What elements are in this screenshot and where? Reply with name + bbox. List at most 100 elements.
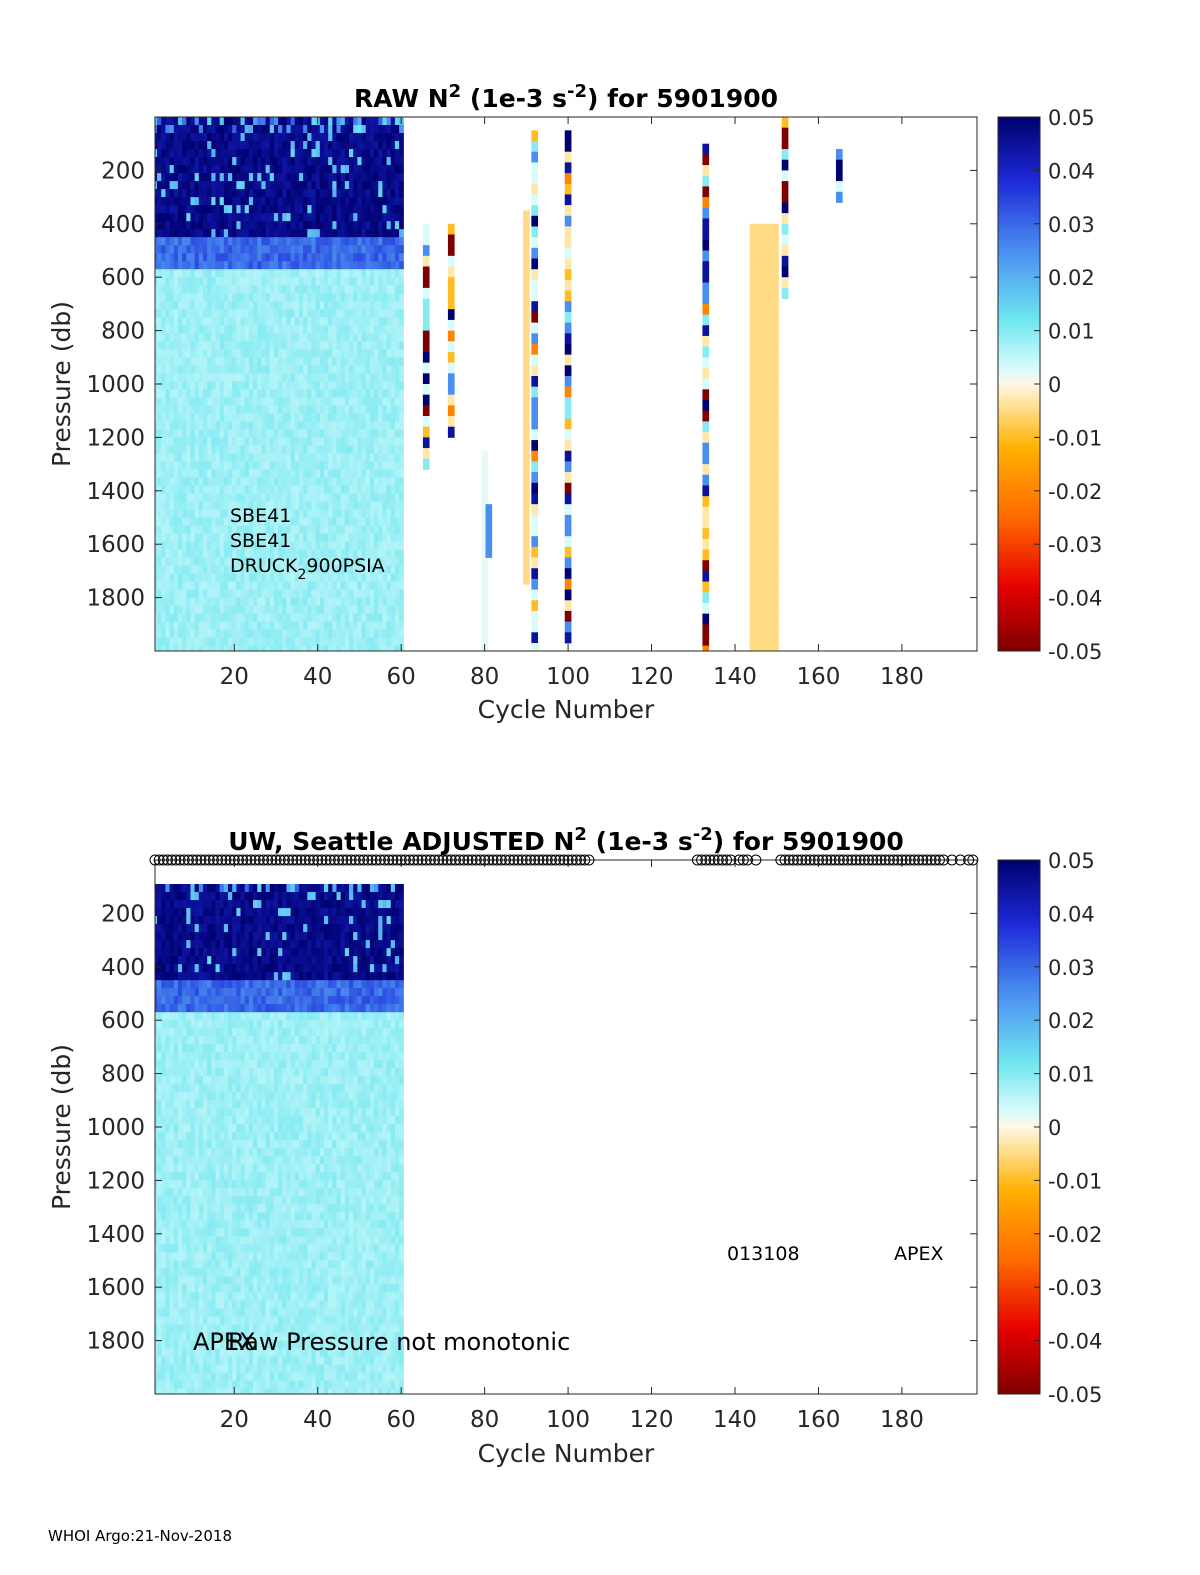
heatmap-cell [190,565,196,575]
heatmap-cell [382,621,388,631]
heatmap-cell [344,517,350,527]
heatmap-cell [261,565,267,575]
heatmap-cell [223,301,229,310]
heatmap-cell [340,341,346,350]
heatmap-cell [286,621,292,631]
heatmap-cell [273,645,279,651]
heatmap-cell [399,525,404,535]
heatmap-cell [328,277,333,286]
heatmap-cell [182,1108,187,1117]
heatmap-cell [198,613,204,623]
heatmap-cell [198,309,204,318]
heatmap-cell [173,1116,179,1125]
heatmap-cell [349,373,354,382]
heatmap-cell [269,229,275,238]
heatmap-cell [290,437,296,447]
heatmap-cell [186,884,192,893]
heatmap-cell [278,421,283,430]
heatmap-cell [165,996,171,1005]
heatmap-cell [182,980,187,989]
heatmap-cell [236,397,242,406]
heatmap-cell [361,181,367,190]
heatmap-cell [336,469,342,479]
heatmap-cell [236,133,242,142]
heatmap-cell [273,605,279,615]
heatmap-cell [374,397,379,406]
heatmap-cell [523,317,530,329]
heatmap-cell [155,1204,158,1214]
heatmap-cell [282,413,288,422]
heatmap-cell [311,381,317,390]
heatmap-cell [307,477,313,487]
heatmap-cell [323,525,329,535]
heatmap-cell [378,477,384,487]
heatmap-cell [169,1108,175,1117]
heatmap-cell [781,181,789,193]
heatmap-cell [357,573,363,583]
heatmap-cell [365,261,371,270]
heatmap-cell [173,181,179,190]
heatmap-cell [232,333,237,342]
heatmap-cell [253,573,258,583]
heatmap-cell [257,605,263,615]
heatmap-cell [344,253,350,262]
heatmap-cell [190,629,196,639]
heatmap-cell [286,133,292,142]
heatmap-cell [157,205,162,214]
heatmap-cell [349,285,354,294]
heatmap-cell [390,429,396,438]
heatmap-cell [749,640,779,651]
heatmap-cell [173,1276,179,1286]
heatmap-cell [232,477,237,487]
heatmap-cell [261,365,267,374]
heatmap-cell [177,1004,183,1013]
heatmap-cell [311,253,317,262]
heatmap-cell [319,461,325,471]
heatmap-cell [303,621,308,631]
heatmap-cell [332,477,338,487]
heatmap-cell [257,301,263,310]
heatmap-cell [165,1052,171,1061]
heatmap-cell [273,349,279,358]
heatmap-cell [361,469,367,479]
heatmap-cell [357,469,363,479]
heatmap-cell [399,501,404,511]
heatmap-cell [155,349,158,358]
heatmap-cell [349,525,354,535]
heatmap-cell [332,565,338,575]
heatmap-cell [315,493,321,503]
heatmap-cell [194,229,200,238]
heatmap-cell [286,189,292,198]
heatmap-cell [294,525,300,535]
heatmap-cell [353,509,358,519]
heatmap-cell [182,397,187,406]
heatmap-cell [399,573,404,583]
heatmap-cell [303,549,308,559]
heatmap-cell [564,536,572,548]
heatmap-cell [186,1028,192,1037]
heatmap-cell [353,285,358,294]
heatmap-cell [294,469,300,479]
heatmap-cell [194,221,200,230]
heatmap-cell [182,437,187,447]
heatmap-cell [186,1052,192,1061]
heatmap-cell [186,181,192,190]
heatmap-cell [365,269,371,278]
heatmap-cell [182,501,187,511]
heatmap-cell [332,429,338,438]
heatmap-cell [369,517,375,527]
heatmap-cell [447,287,455,299]
heatmap-cell [294,221,300,230]
heatmap-cell [265,509,271,519]
heatmap-cell [374,461,379,471]
heatmap-cell [161,932,167,941]
heatmap-cell [190,253,196,262]
heatmap-cell [173,437,179,447]
heatmap-cell [157,1196,162,1206]
heatmap-cell [236,149,242,158]
heatmap-cell [323,277,329,286]
heatmap-cell [294,557,300,567]
heatmap-cell [198,405,204,414]
heatmap-cell [394,213,400,222]
heatmap-cell [240,309,246,318]
